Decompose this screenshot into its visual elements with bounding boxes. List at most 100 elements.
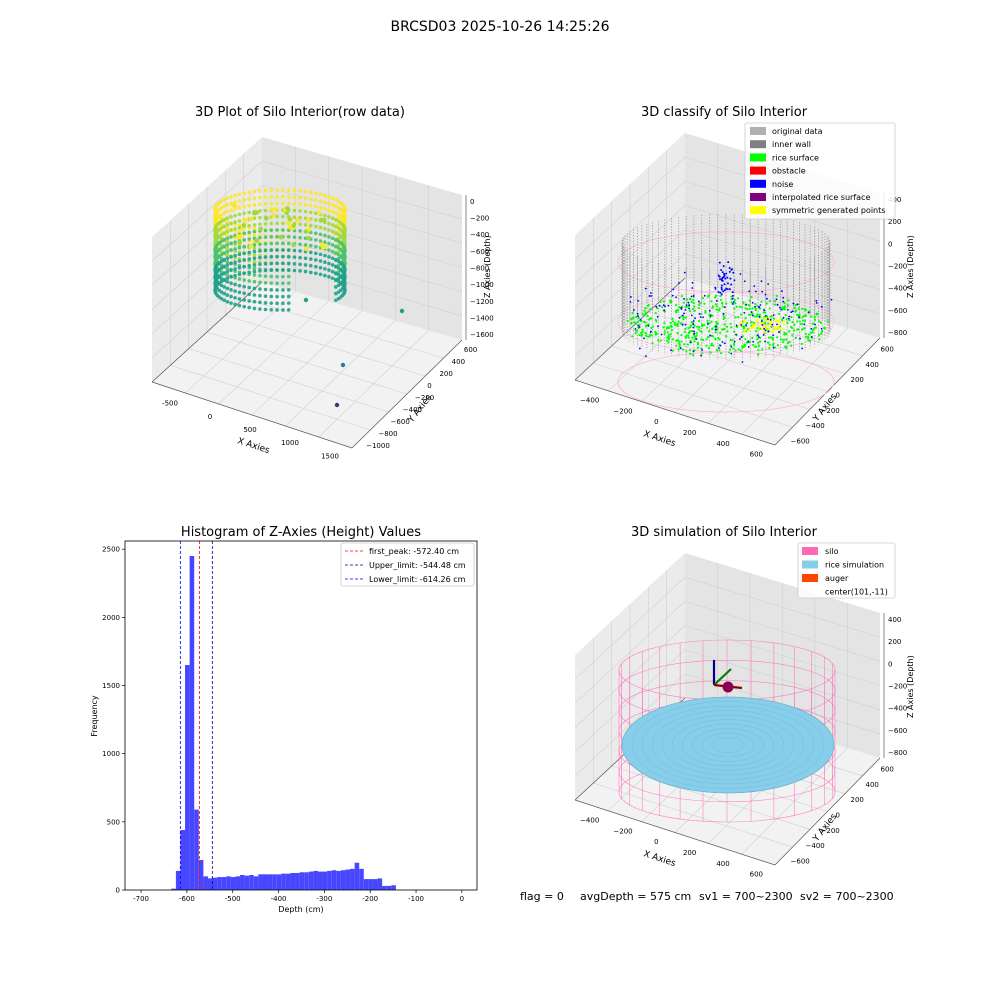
panel2-rice-surface-point — [700, 330, 703, 333]
panel2-symmetric-point — [782, 328, 785, 331]
panel2-rice-surface-point — [752, 321, 756, 324]
panel2-rice-surface-point — [746, 322, 749, 325]
panel2-rice-surface-point — [700, 323, 704, 326]
panel1-data-point — [309, 250, 313, 255]
panel2-rice-surface-point — [767, 336, 771, 339]
panel1-data-point — [333, 204, 338, 209]
panel2-noise-point — [688, 307, 691, 310]
panel2-rice-surface-point — [729, 338, 732, 342]
panel1-data-point — [323, 273, 327, 278]
panel1-data-point — [342, 266, 347, 271]
panel2-rice-surface-point — [734, 302, 737, 305]
panel2-rice-surface-point — [649, 317, 652, 320]
panel4-x-tick-label: −400 — [580, 816, 599, 824]
panel1-data-point — [252, 279, 257, 284]
panel2-rice-surface-point — [710, 320, 713, 323]
panel1-data-point — [252, 203, 257, 207]
panel2-noise-point — [731, 291, 734, 294]
panel2-zlabel: Z Axies (Depth) — [906, 235, 915, 298]
panel1-data-point — [229, 228, 233, 232]
panel2-rice-surface-point — [646, 314, 649, 318]
panel1-data-point — [269, 235, 274, 239]
panel2-rice-surface-point — [643, 314, 646, 317]
panel2-rice-surface-point — [686, 343, 690, 346]
panel2-noise-point — [753, 285, 756, 288]
panel1-data-point — [242, 298, 246, 302]
panel1-data-point — [269, 274, 274, 279]
panel2-rice-surface-point — [801, 316, 804, 319]
panel2-noise-point — [726, 276, 729, 279]
panel2-noise-point — [721, 340, 724, 343]
panel2-rice-surface-point — [763, 321, 767, 325]
panel2-rice-surface-point — [758, 344, 761, 347]
panel2-noise-point — [637, 324, 640, 327]
panel-raw-data: 3D Plot of Silo Interior(row data) -500 0… — [151, 105, 494, 460]
panel1-data-point — [233, 302, 237, 307]
panel1-data-point — [219, 279, 224, 284]
panel1-data-point — [336, 216, 341, 221]
panel4-z-tick-label: 0 — [888, 660, 892, 668]
panel2-noise-point — [719, 291, 722, 294]
panel1-data-point — [237, 240, 242, 245]
panel1-data-point — [323, 193, 327, 198]
panel1-data-point — [247, 270, 251, 275]
panel2-noise-point — [692, 320, 695, 322]
panel2-noise-point — [763, 309, 766, 312]
panel1-data-point — [318, 239, 323, 243]
panel2-noise-point — [690, 295, 693, 298]
panel1-data-point — [286, 261, 291, 266]
panel2-rice-surface-point — [793, 323, 796, 326]
panel1-data-point — [247, 305, 251, 310]
panel2-noise-point — [745, 303, 748, 306]
panel1-data-point — [252, 253, 257, 257]
panel1-data-point — [252, 256, 257, 261]
panel2-rice-surface-point — [685, 350, 688, 353]
panel2-noise-point — [766, 297, 768, 300]
panel2-rice-surface-point — [654, 330, 657, 333]
panel2-legend-label: symmetric generated points — [772, 206, 885, 215]
panel2-rice-surface-point — [810, 315, 813, 318]
panel2-rice-surface-point — [650, 326, 653, 330]
panel2-legend: original data inner wall rice surface obsta… — [744, 122, 896, 220]
panel1-data-point — [306, 235, 311, 241]
panel1-data-point — [222, 257, 227, 262]
panel1-data-point — [292, 262, 297, 266]
panel2-rice-surface-point — [626, 319, 629, 323]
panel2-rice-surface-point — [715, 349, 718, 352]
panel1-data-point — [247, 203, 251, 208]
panel2-noise-point — [721, 271, 724, 274]
panel2-rice-surface-point — [693, 305, 696, 308]
panel1-data-point — [327, 248, 331, 252]
panel2-rice-surface-point — [758, 313, 762, 316]
panel1-data-point — [222, 237, 227, 242]
panel4-legend-label: silo — [825, 547, 839, 556]
panel2-noise-point — [698, 312, 701, 315]
histogram-bar — [180, 830, 186, 890]
panel1-data-point — [242, 271, 246, 276]
panel1-data-point — [333, 211, 338, 215]
panel2-rice-surface-point — [733, 307, 736, 310]
panel1-data-point — [237, 192, 242, 197]
panel1-data-point — [336, 290, 341, 294]
panel1-data-point — [269, 288, 274, 292]
panel2-noise-point — [667, 304, 670, 307]
panel1-data-point — [258, 209, 262, 213]
panel2-noise-point — [648, 295, 651, 297]
panel1-data-point — [242, 278, 246, 282]
panel2-noise-point — [732, 271, 735, 274]
panel2-noise-point — [782, 300, 785, 303]
panel2-rice-surface-point — [726, 325, 729, 328]
panel1-data-point — [327, 268, 331, 272]
panel1-data-point — [281, 308, 285, 312]
panel2-noise-point — [695, 338, 698, 340]
panel2-rice-surface-point — [691, 329, 694, 333]
panel1-data-point — [327, 228, 331, 232]
panel2-rice-surface-point — [696, 346, 700, 349]
panel1-data-point — [323, 200, 327, 205]
panel1-data-point — [317, 210, 322, 216]
panel2-symmetric-point — [751, 326, 754, 329]
histogram-x-tick-label: 0 — [460, 895, 464, 903]
panel4-legend-swatch — [802, 574, 818, 582]
panel2-noise-point — [717, 291, 720, 294]
panel1-data-point — [225, 229, 230, 234]
